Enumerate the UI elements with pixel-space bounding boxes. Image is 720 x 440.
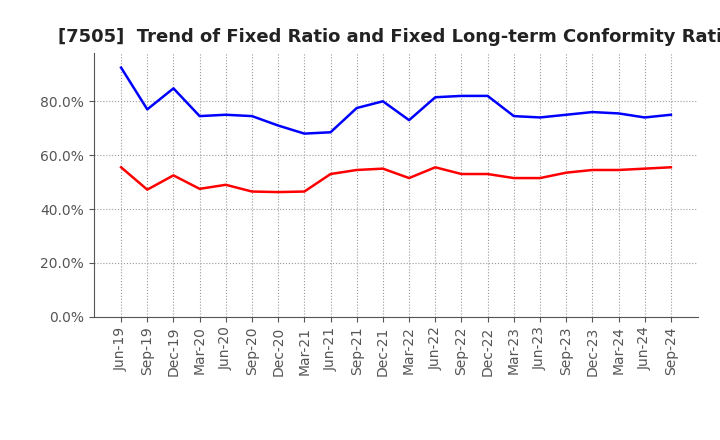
Fixed Ratio [222, 112, 230, 117]
Fixed Long-term Conformity Ratio [640, 166, 649, 171]
Fixed Ratio [614, 111, 623, 116]
Fixed Long-term Conformity Ratio [457, 172, 466, 177]
Fixed Long-term Conformity Ratio [536, 176, 544, 181]
Fixed Long-term Conformity Ratio [274, 190, 282, 195]
Fixed Long-term Conformity Ratio [614, 167, 623, 172]
Fixed Long-term Conformity Ratio [405, 176, 413, 181]
Fixed Ratio [300, 131, 309, 136]
Fixed Long-term Conformity Ratio [483, 172, 492, 177]
Fixed Ratio [483, 93, 492, 99]
Fixed Ratio [562, 112, 570, 117]
Fixed Long-term Conformity Ratio [248, 189, 256, 194]
Fixed Ratio [588, 110, 597, 115]
Fixed Long-term Conformity Ratio [562, 170, 570, 175]
Line: Fixed Long-term Conformity Ratio: Fixed Long-term Conformity Ratio [121, 167, 671, 192]
Fixed Ratio [431, 95, 440, 100]
Fixed Long-term Conformity Ratio [195, 186, 204, 191]
Fixed Long-term Conformity Ratio [588, 167, 597, 172]
Fixed Ratio [640, 115, 649, 120]
Fixed Ratio [195, 114, 204, 119]
Fixed Long-term Conformity Ratio [352, 167, 361, 172]
Fixed Ratio [457, 93, 466, 99]
Fixed Ratio [510, 114, 518, 119]
Line: Fixed Ratio: Fixed Ratio [121, 68, 671, 134]
Fixed Ratio [379, 99, 387, 104]
Fixed Ratio [405, 117, 413, 123]
Fixed Ratio [352, 106, 361, 111]
Fixed Ratio [536, 115, 544, 120]
Fixed Long-term Conformity Ratio [222, 182, 230, 187]
Fixed Ratio [274, 123, 282, 128]
Fixed Ratio [143, 107, 152, 112]
Fixed Long-term Conformity Ratio [510, 176, 518, 181]
Fixed Ratio [326, 130, 335, 135]
Fixed Long-term Conformity Ratio [300, 189, 309, 194]
Fixed Ratio [248, 114, 256, 119]
Fixed Long-term Conformity Ratio [431, 165, 440, 170]
Fixed Long-term Conformity Ratio [143, 187, 152, 192]
Fixed Long-term Conformity Ratio [379, 166, 387, 171]
Fixed Long-term Conformity Ratio [117, 165, 125, 170]
Title: [7505]  Trend of Fixed Ratio and Fixed Long-term Conformity Ratio: [7505] Trend of Fixed Ratio and Fixed Lo… [58, 28, 720, 46]
Fixed Ratio [169, 86, 178, 91]
Fixed Long-term Conformity Ratio [169, 173, 178, 178]
Fixed Ratio [117, 65, 125, 70]
Fixed Long-term Conformity Ratio [667, 165, 675, 170]
Fixed Ratio [667, 112, 675, 117]
Fixed Long-term Conformity Ratio [326, 172, 335, 177]
